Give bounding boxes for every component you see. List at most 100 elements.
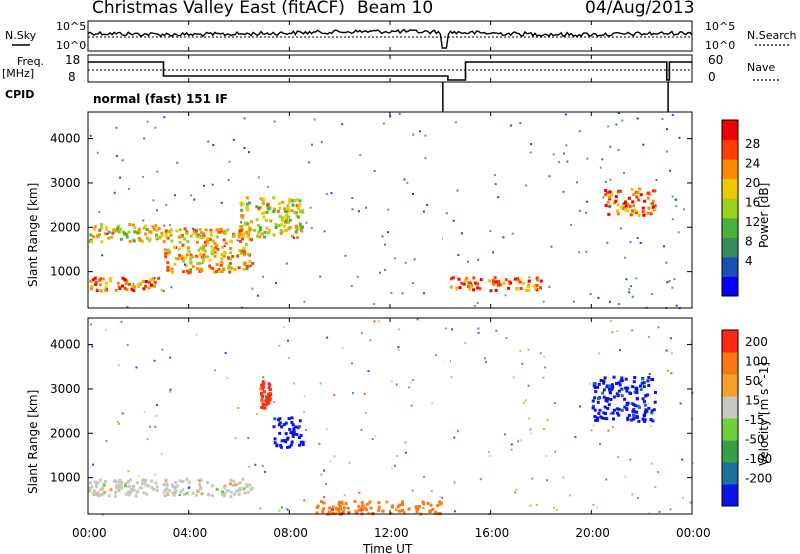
- data-cell: [92, 235, 96, 239]
- data-cell: [492, 251, 495, 254]
- data-cell: [202, 259, 205, 263]
- data-cell: [614, 195, 618, 199]
- data-cell: [285, 218, 288, 222]
- data-cell: [222, 238, 226, 242]
- data-cell: [142, 279, 146, 283]
- data-cell: [275, 443, 279, 447]
- data-cell: [455, 287, 459, 291]
- data-cell: [195, 489, 199, 493]
- data-cell: [586, 200, 589, 203]
- data-cell: [240, 216, 244, 220]
- data-cell: [234, 490, 238, 493]
- data-cell: [666, 369, 669, 372]
- data-cell: [260, 383, 264, 387]
- data-cell: [150, 486, 154, 490]
- data-cell: [488, 454, 491, 457]
- data-cell: [178, 253, 182, 257]
- data-cell: [612, 417, 615, 421]
- data-cell: [287, 207, 290, 211]
- colorbar-swatch: [722, 352, 738, 375]
- data-cell: [140, 239, 144, 243]
- data-cell: [629, 213, 633, 217]
- data-cell: [604, 412, 607, 415]
- data-cell: [243, 223, 247, 227]
- data-cell: [624, 256, 627, 259]
- data-cell: [136, 231, 140, 235]
- data-cell: [616, 212, 620, 216]
- freq-line: [88, 61, 692, 81]
- data-cell: [239, 201, 243, 205]
- data-cell: [631, 200, 635, 204]
- data-cell: [624, 204, 628, 208]
- data-cell: [599, 379, 603, 382]
- data-cell: [267, 185, 270, 188]
- data-cell: [171, 491, 175, 495]
- data-cell: [279, 445, 283, 449]
- data-cell: [608, 190, 612, 194]
- data-cell: [112, 228, 116, 232]
- data-cell: [158, 235, 162, 239]
- data-cell: [196, 262, 200, 266]
- data-cell: [691, 462, 694, 465]
- data-cell: [182, 259, 185, 263]
- data-cell: [243, 221, 247, 225]
- velocity-ylabel: Slant Range [km]: [26, 390, 40, 494]
- data-cell: [187, 486, 190, 489]
- data-cell: [165, 204, 168, 207]
- data-cell: [115, 484, 119, 488]
- data-cell: [267, 382, 271, 386]
- data-cell: [303, 395, 306, 398]
- data-cell: [510, 443, 513, 446]
- data-cell: [261, 399, 265, 403]
- power-colorbar-label: Power [dB]: [757, 183, 771, 248]
- data-cell: [144, 478, 148, 482]
- data-cell: [248, 259, 252, 263]
- data-cell: [404, 261, 407, 264]
- data-cell: [175, 229, 179, 233]
- freq-panel-frame: [87, 54, 693, 83]
- data-cell: [226, 228, 230, 232]
- data-cell: [384, 243, 386, 246]
- data-cell: [643, 199, 647, 203]
- data-cell: [407, 507, 411, 511]
- data-cell: [529, 428, 532, 431]
- colorbar-swatch: [722, 418, 738, 441]
- data-cell: [607, 429, 610, 432]
- data-cell: [176, 257, 180, 261]
- data-cell: [458, 286, 462, 290]
- data-cell: [623, 201, 627, 205]
- data-cell: [532, 284, 536, 288]
- data-cell: [301, 209, 304, 213]
- data-cell: [181, 270, 185, 274]
- data-cell: [635, 386, 639, 390]
- data-cell: [616, 407, 619, 411]
- data-cell: [116, 227, 120, 231]
- data-cell: [543, 428, 545, 430]
- data-cell: [257, 224, 261, 227]
- data-cell: [169, 228, 173, 232]
- data-cell: [280, 223, 283, 227]
- data-cell: [248, 237, 252, 241]
- data-cell: [527, 283, 531, 287]
- data-cell: [290, 199, 294, 203]
- data-cell: [209, 233, 213, 237]
- data-cell: [488, 279, 492, 283]
- data-cell: [193, 198, 196, 201]
- data-cell: [592, 404, 595, 408]
- data-cell: [238, 488, 242, 492]
- data-cell: [94, 283, 98, 286]
- data-cell: [592, 384, 596, 388]
- data-cell: [679, 402, 682, 405]
- data-cell: [485, 361, 487, 363]
- nsearch-label: N.Search: [747, 29, 797, 42]
- data-cell: [166, 261, 170, 265]
- data-cell: [136, 283, 140, 287]
- data-cell: [177, 247, 181, 251]
- data-cell: [605, 417, 609, 421]
- data-cell: [281, 200, 285, 204]
- data-cell: [295, 228, 299, 231]
- data-cell: [315, 506, 319, 510]
- data-cell: [274, 223, 278, 226]
- data-cell: [156, 170, 159, 173]
- data-cell: [682, 496, 684, 499]
